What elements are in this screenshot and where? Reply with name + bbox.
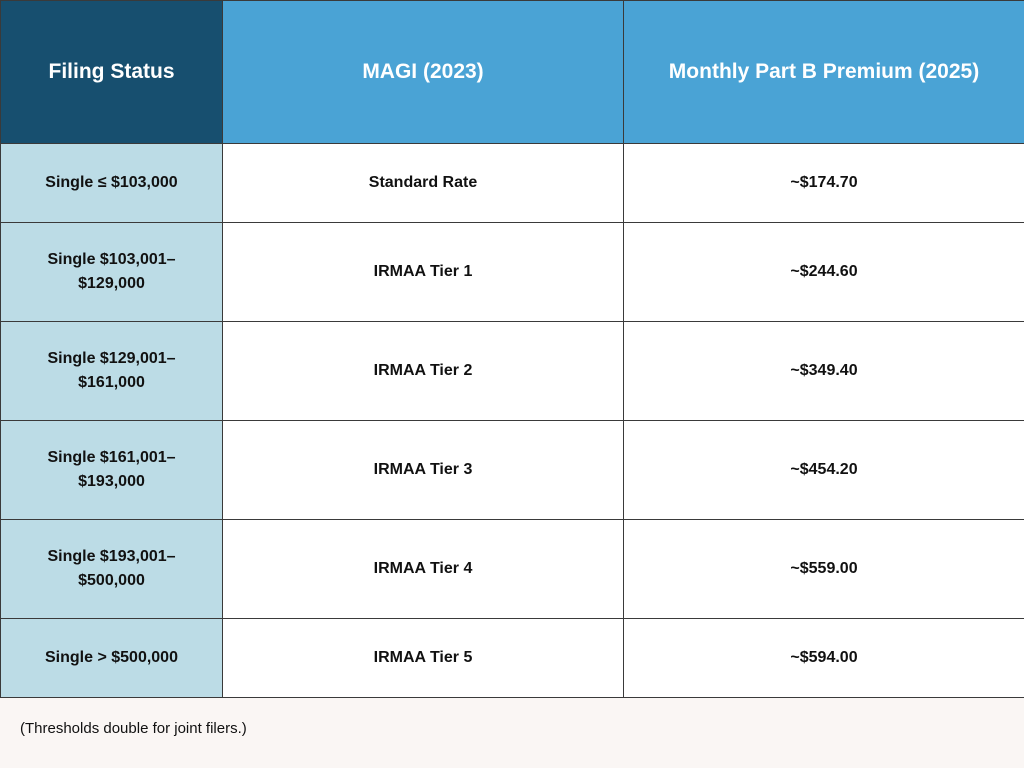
table-row: Single > $500,000 IRMAA Tier 5 ~$594.00 bbox=[0, 618, 1024, 698]
table-row: Single $103,001– $129,000 IRMAA Tier 1 ~$… bbox=[0, 222, 1024, 322]
premium-cell: ~$559.00 bbox=[623, 519, 1024, 619]
footnote: (Thresholds double for joint filers.) bbox=[20, 720, 247, 737]
header-monthly-premium: Monthly Part B Premium (2025) bbox=[623, 0, 1024, 144]
magi-cell: IRMAA Tier 2 bbox=[222, 321, 624, 421]
header-filing-status: Filing Status bbox=[0, 0, 223, 144]
table-row: Single $161,001– $193,000 IRMAA Tier 3 ~$… bbox=[0, 420, 1024, 520]
filing-status-cell: Single > $500,000 bbox=[0, 618, 223, 698]
filing-status-cell: Single $161,001– $193,000 bbox=[0, 420, 223, 520]
magi-cell: IRMAA Tier 1 bbox=[222, 222, 624, 322]
premium-cell: ~$454.20 bbox=[623, 420, 1024, 520]
filing-status-cell: Single $103,001– $129,000 bbox=[0, 222, 223, 322]
premium-cell: ~$244.60 bbox=[623, 222, 1024, 322]
filing-status-cell: Single $193,001– $500,000 bbox=[0, 519, 223, 619]
premium-cell: ~$174.70 bbox=[623, 143, 1024, 223]
table-row: Single ≤ $103,000 Standard Rate ~$174.70 bbox=[0, 143, 1024, 223]
magi-cell: IRMAA Tier 4 bbox=[222, 519, 624, 619]
irmaa-table: Filing Status MAGI (2023) Monthly Part B… bbox=[0, 0, 1024, 698]
premium-cell: ~$349.40 bbox=[623, 321, 1024, 421]
magi-cell: IRMAA Tier 3 bbox=[222, 420, 624, 520]
table-header-row: Filing Status MAGI (2023) Monthly Part B… bbox=[0, 0, 1024, 144]
filing-status-cell: Single $129,001– $161,000 bbox=[0, 321, 223, 421]
magi-cell: Standard Rate bbox=[222, 143, 624, 223]
header-magi: MAGI (2023) bbox=[222, 0, 624, 144]
table-row: Single $129,001– $161,000 IRMAA Tier 2 ~$… bbox=[0, 321, 1024, 421]
table-row: Single $193,001– $500,000 IRMAA Tier 4 ~$… bbox=[0, 519, 1024, 619]
magi-cell: IRMAA Tier 5 bbox=[222, 618, 624, 698]
premium-cell: ~$594.00 bbox=[623, 618, 1024, 698]
filing-status-cell: Single ≤ $103,000 bbox=[0, 143, 223, 223]
